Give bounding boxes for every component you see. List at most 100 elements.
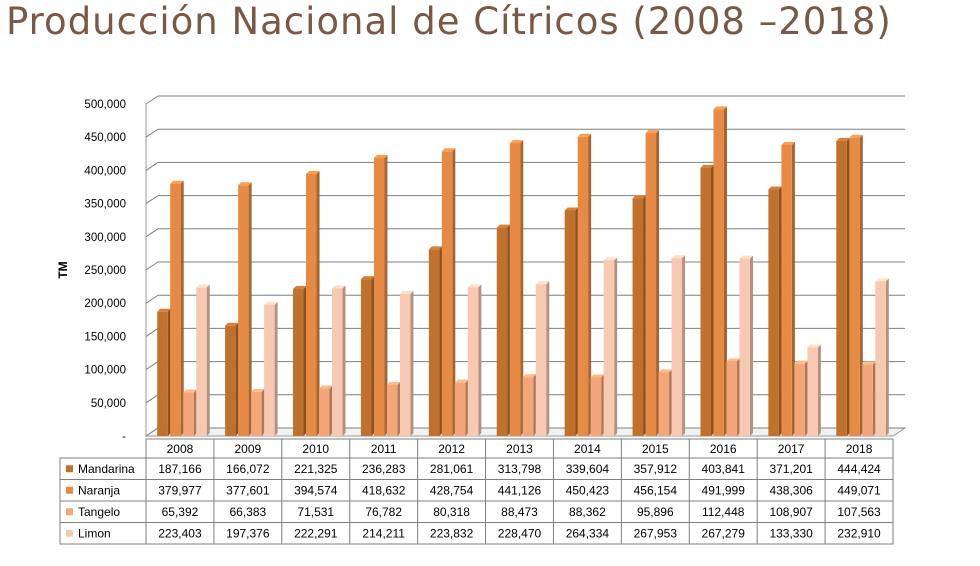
bar-tangelo-2012: [454, 379, 469, 436]
bar-face: [264, 304, 275, 436]
bar-face: [428, 249, 440, 436]
bar-side: [710, 164, 714, 436]
y-tick-label: 250,000: [84, 265, 126, 277]
bar-top: [454, 379, 469, 383]
bar-top: [264, 301, 278, 305]
y-tick-label: 350,000: [84, 199, 126, 211]
bar-mandarina-2013: [496, 224, 511, 436]
bar-face: [713, 109, 724, 437]
data-label: 223,832: [430, 527, 474, 541]
bar-tangelo-2014: [590, 374, 605, 436]
bar-side: [682, 255, 686, 436]
legend-label-tangelo: Tangelo: [78, 505, 120, 519]
bar-limon-2013: [535, 281, 550, 436]
bar-naranja-2008: [170, 180, 184, 436]
bar-naranja-2012: [441, 148, 456, 436]
bar-top: [496, 224, 511, 228]
bar-top: [768, 186, 782, 190]
bar-face: [862, 364, 873, 436]
bar-side: [614, 257, 618, 436]
bar-face: [306, 174, 317, 436]
bar-side: [791, 141, 795, 436]
bar-top: [807, 344, 821, 348]
bar-face: [836, 140, 847, 436]
bar-face: [522, 377, 534, 436]
bar-face: [386, 385, 398, 436]
bar-mandarina-2016: [700, 164, 714, 436]
x-tick-label: 2018: [846, 442, 873, 456]
bar-top: [293, 286, 307, 290]
bar-top: [535, 281, 550, 285]
bar-top: [157, 308, 171, 312]
bar-limon-2011: [399, 290, 414, 436]
bar-mandarina-2015: [632, 195, 647, 436]
bar-tangelo-2015: [658, 369, 673, 436]
bar-side: [507, 224, 511, 436]
data-label: 228,470: [498, 527, 542, 541]
y-tick-label: 450,000: [84, 132, 126, 144]
x-tick-label: 2009: [235, 442, 262, 456]
data-label: 80,318: [433, 505, 470, 519]
legend-swatch-naranja: [66, 486, 73, 494]
bar-side: [736, 358, 740, 436]
x-tick-label: 2013: [506, 442, 533, 456]
bar-limon-2018: [875, 278, 889, 436]
bar-naranja-2010: [306, 171, 320, 436]
bar-side: [533, 374, 537, 436]
data-label: 371,201: [769, 462, 813, 476]
bar-side: [723, 106, 727, 437]
bar-top: [739, 255, 753, 259]
bar-mandarina-2017: [768, 186, 782, 436]
data-label: 214,211: [362, 527, 405, 541]
bar-naranja-2014: [577, 133, 592, 436]
bar-side: [465, 379, 469, 436]
bar-tangelo-2016: [726, 358, 740, 436]
bar-face: [496, 227, 508, 436]
legend-swatch-mandarina: [66, 465, 73, 473]
data-label: 236,283: [362, 462, 406, 476]
bar-face: [807, 347, 818, 436]
y-tick-label: 500,000: [84, 99, 126, 111]
bar-limon-2017: [807, 344, 821, 436]
bar-top: [564, 207, 579, 211]
bar-top: [332, 285, 346, 289]
y-tick-label: 50,000: [91, 398, 126, 410]
bar-side: [261, 388, 265, 436]
bar-side: [643, 195, 647, 436]
bar-top: [373, 155, 388, 159]
bar-side: [588, 133, 592, 436]
bar-top: [603, 257, 618, 261]
legend-label-naranja: Naranja: [78, 484, 120, 498]
bar-face: [632, 198, 644, 436]
bar-side: [316, 171, 320, 436]
bar-face: [849, 137, 860, 437]
data-label: 491,999: [702, 484, 746, 498]
data-label: 222,291: [294, 527, 338, 541]
bar-naranja-2018: [849, 134, 863, 437]
bar-side: [303, 286, 307, 436]
bar-side: [410, 290, 414, 436]
bar-top: [509, 140, 524, 144]
bar-top: [251, 388, 265, 392]
bar-top: [862, 361, 876, 365]
data-label: 379,977: [158, 484, 202, 498]
data-label: 444,424: [837, 462, 881, 476]
bar-side: [546, 281, 550, 436]
bar-side: [235, 322, 239, 436]
bar-mandarina-2014: [564, 207, 579, 436]
bar-face: [794, 363, 805, 436]
x-tick-label: 2017: [778, 442, 805, 456]
bar-top: [632, 195, 647, 199]
y-tick-label: 300,000: [84, 232, 126, 244]
data-label: 95,896: [637, 505, 674, 519]
bar-top: [225, 322, 239, 326]
data-label: 418,632: [362, 484, 406, 498]
bar-face: [196, 287, 207, 436]
y-tick-label: 400,000: [84, 165, 126, 177]
x-tick-label: 2016: [710, 442, 737, 456]
bar-face: [454, 382, 466, 436]
bar-side: [180, 180, 184, 436]
bar-top: [183, 389, 197, 393]
bar-tangelo-2017: [794, 360, 808, 436]
x-tick-label: 2008: [167, 442, 194, 456]
